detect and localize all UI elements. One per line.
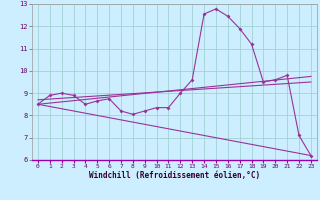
X-axis label: Windchill (Refroidissement éolien,°C): Windchill (Refroidissement éolien,°C) [89,171,260,180]
